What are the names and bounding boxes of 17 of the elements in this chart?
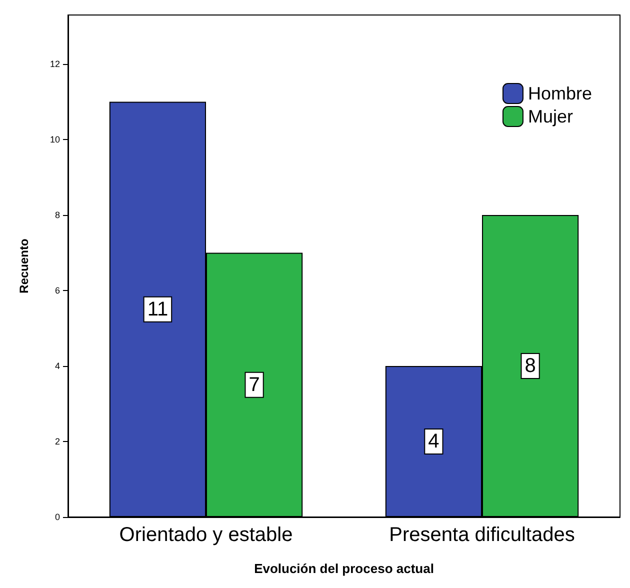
y-tick-label: 12 (50, 59, 60, 70)
data-label: 8 (524, 355, 536, 378)
y-tick-label: 6 (54, 286, 60, 296)
data-label: 7 (248, 374, 260, 396)
data-label: 4 (428, 430, 440, 453)
x-axis-title: Evolución del proceso actual (254, 561, 434, 576)
y-tick-label: 10 (50, 134, 60, 145)
y-tick-label: 8 (54, 210, 60, 220)
x-tick-label: Presenta dificultades (389, 524, 575, 546)
y-tick-label: 0 (54, 512, 60, 522)
y-axis-title: Recuento (17, 238, 31, 294)
data-label: 11 (147, 298, 168, 320)
y-tick-label: 2 (54, 436, 60, 447)
y-tick-label: 4 (54, 361, 60, 372)
legend-label: Mujer (528, 106, 573, 126)
x-tick-label: Orientado y estable (119, 524, 293, 546)
legend-label: Hombre (528, 84, 592, 104)
